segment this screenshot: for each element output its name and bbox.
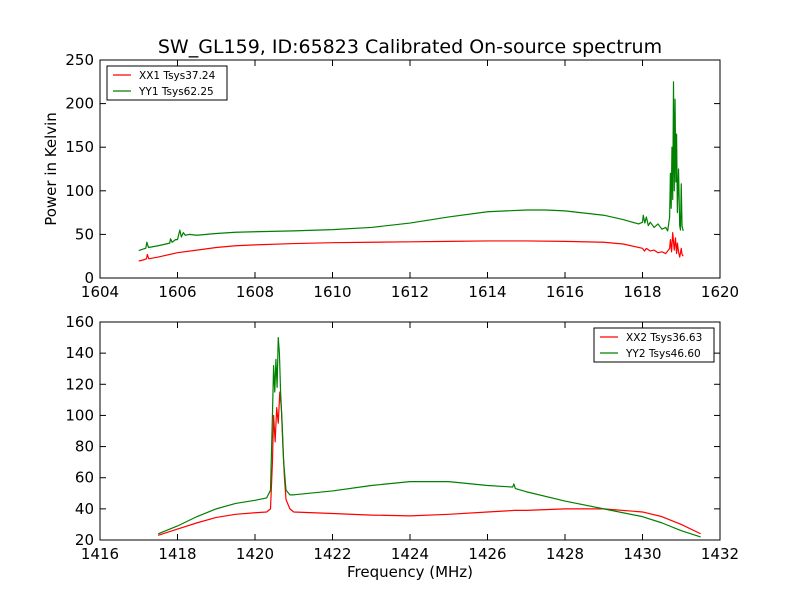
x-tick-label: 1616 bbox=[546, 283, 584, 301]
chart-panel-bottom: 1416 1418 1420 1422 1424 1426 1428 1430 1432 20 40… bbox=[65, 313, 739, 581]
legend-top: XX1 Tsys37.24 YY1 Tsys62.25 bbox=[106, 65, 228, 101]
x-tick-label: 1430 bbox=[623, 545, 661, 563]
y-tick-label: 120 bbox=[65, 375, 94, 393]
y-tick-label: 250 bbox=[65, 51, 94, 69]
y-tick-label: 50 bbox=[75, 225, 94, 243]
legend-label: YY1 Tsys62.25 bbox=[138, 86, 214, 98]
legend-box bbox=[593, 327, 715, 363]
x-tick-label: 1426 bbox=[468, 545, 506, 563]
series-line-bottom-xx bbox=[157, 391, 701, 536]
x-tick-label: 1608 bbox=[236, 283, 274, 301]
x-tick-label: 1606 bbox=[158, 283, 196, 301]
y-tick-label: 80 bbox=[75, 438, 94, 456]
y-tick-label: 160 bbox=[65, 313, 94, 331]
legend-bottom: XX2 Tsys36.63 YY2 Tsys46.60 bbox=[593, 327, 715, 363]
x-tick-label: 1420 bbox=[236, 545, 274, 563]
x-tick-label: 1416 bbox=[81, 545, 119, 563]
x-tick-label: 1620 bbox=[701, 283, 739, 301]
y-axis-label: Power in Kelvin bbox=[42, 112, 60, 226]
x-tick-label: 1424 bbox=[391, 545, 429, 563]
y-tick-label: 140 bbox=[65, 344, 94, 362]
series-line-top-xx bbox=[138, 232, 684, 262]
y-tick-label: 150 bbox=[65, 138, 94, 156]
y-tick-label: 200 bbox=[65, 95, 94, 113]
x-tick-label: 1604 bbox=[81, 283, 119, 301]
y-tick-label: 0 bbox=[84, 269, 94, 287]
x-tick-label: 1418 bbox=[158, 545, 196, 563]
y-tick-label: 60 bbox=[75, 469, 94, 487]
y-tick-label: 40 bbox=[75, 500, 94, 518]
series-line-bottom-yy bbox=[157, 336, 701, 538]
x-tick-label: 1422 bbox=[313, 545, 351, 563]
legend-label: XX1 Tsys37.24 bbox=[139, 70, 216, 82]
legend-box bbox=[106, 65, 228, 101]
chart-panel-top: 1604 1606 1608 1610 1612 1614 1616 1618 1620 0 50 1… bbox=[42, 51, 739, 301]
legend-label: YY2 Tsys46.60 bbox=[625, 348, 701, 360]
x-axis-label: Frequency (MHz) bbox=[347, 563, 473, 581]
x-tick-label: 1432 bbox=[701, 545, 739, 563]
legend-label: XX2 Tsys36.63 bbox=[626, 332, 702, 344]
x-tick-label: 1618 bbox=[623, 283, 661, 301]
x-tick-label: 1612 bbox=[391, 283, 429, 301]
y-tick-label: 100 bbox=[65, 406, 94, 424]
series-line-top-yy bbox=[138, 81, 684, 252]
x-tick-label: 1614 bbox=[468, 283, 506, 301]
y-tick-label: 100 bbox=[65, 182, 94, 200]
x-tick-label: 1610 bbox=[313, 283, 351, 301]
y-tick-label: 20 bbox=[75, 531, 94, 549]
x-tick-label: 1428 bbox=[546, 545, 584, 563]
figure-title: SW_GL159, ID:65823 Calibrated On-source … bbox=[158, 36, 662, 58]
